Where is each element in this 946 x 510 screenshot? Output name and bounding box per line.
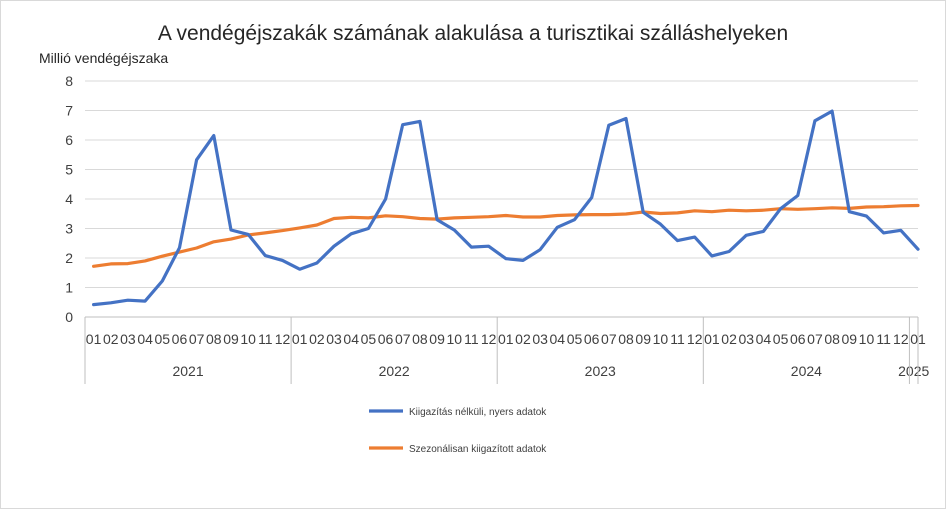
x-tick-label: 02 (103, 331, 119, 347)
y-tick-label: 2 (65, 250, 73, 266)
x-tick-label: 03 (120, 331, 136, 347)
y-axis-label: Millió vendégéjszaka (39, 50, 168, 66)
x-tick-label: 12 (481, 331, 497, 347)
x-tick-label: 09 (429, 331, 445, 347)
x-year-label: 2024 (791, 363, 822, 379)
x-tick-label: 07 (807, 331, 823, 347)
x-tick-label: 01 (498, 331, 514, 347)
legend-label: Szezonálisan kiigazított adatok (409, 444, 547, 455)
x-tick-label: 07 (601, 331, 617, 347)
series-line (91, 109, 920, 307)
x-tick-label: 09 (842, 331, 858, 347)
x-tick-label: 08 (412, 331, 428, 347)
y-tick-label: 1 (65, 280, 73, 296)
x-tick-label: 06 (378, 331, 394, 347)
x-tick-label: 10 (653, 331, 669, 347)
x-tick-label: 06 (790, 331, 806, 347)
x-tick-label: 04 (550, 331, 566, 347)
y-tick-label: 7 (65, 103, 73, 119)
x-year-label: 2021 (172, 363, 203, 379)
x-tick-label: 05 (154, 331, 170, 347)
x-tick-label: 05 (773, 331, 789, 347)
x-tick-label: 05 (361, 331, 377, 347)
x-tick-label: 03 (738, 331, 754, 347)
x-tick-label: 10 (446, 331, 462, 347)
x-tick-label: 02 (721, 331, 737, 347)
x-tick-label: 05 (567, 331, 583, 347)
x-tick-label: 09 (635, 331, 651, 347)
y-tick-label: 8 (65, 73, 73, 89)
x-tick-label: 01 (704, 331, 720, 347)
x-tick-label: 12 (275, 331, 291, 347)
x-tick-label: 07 (395, 331, 411, 347)
x-tick-label: 11 (670, 331, 685, 347)
x-year-label: 2023 (585, 363, 616, 379)
x-tick-label: 12 (893, 331, 909, 347)
x-tick-label: 10 (859, 331, 875, 347)
x-year-label: 2022 (379, 363, 410, 379)
x-tick-label: 11 (876, 331, 891, 347)
x-tick-label: 06 (172, 331, 188, 347)
x-tick-label: 09 (223, 331, 239, 347)
y-tick-label: 3 (65, 221, 73, 237)
x-tick-label: 06 (584, 331, 600, 347)
x-tick-label: 04 (137, 331, 153, 347)
x-tick-label: 11 (464, 331, 479, 347)
x-tick-label: 02 (515, 331, 531, 347)
x-tick-label: 12 (687, 331, 703, 347)
x-tick-label: 10 (240, 331, 256, 347)
x-tick-label: 01 (86, 331, 102, 347)
x-year-label: 2025 (898, 363, 929, 379)
y-tick-label: 5 (65, 162, 73, 178)
chart-title: A vendégéjszakák számának alakulása a tu… (158, 22, 788, 45)
x-tick-label: 04 (343, 331, 359, 347)
x-tick-label: 11 (258, 331, 273, 347)
y-tick-label: 0 (65, 309, 73, 325)
y-tick-label: 4 (65, 191, 73, 207)
x-tick-label: 03 (532, 331, 548, 347)
legend-label: Kiigazítás nélküli, nyers adatok (409, 407, 547, 418)
y-tick-label: 6 (65, 132, 73, 148)
x-tick-label: 01 (292, 331, 308, 347)
x-tick-label: 08 (824, 331, 840, 347)
x-tick-label: 08 (206, 331, 222, 347)
x-tick-label: 02 (309, 331, 325, 347)
x-tick-label: 07 (189, 331, 205, 347)
x-tick-label: 03 (326, 331, 342, 347)
x-tick-label: 04 (756, 331, 772, 347)
x-tick-label: 08 (618, 331, 634, 347)
